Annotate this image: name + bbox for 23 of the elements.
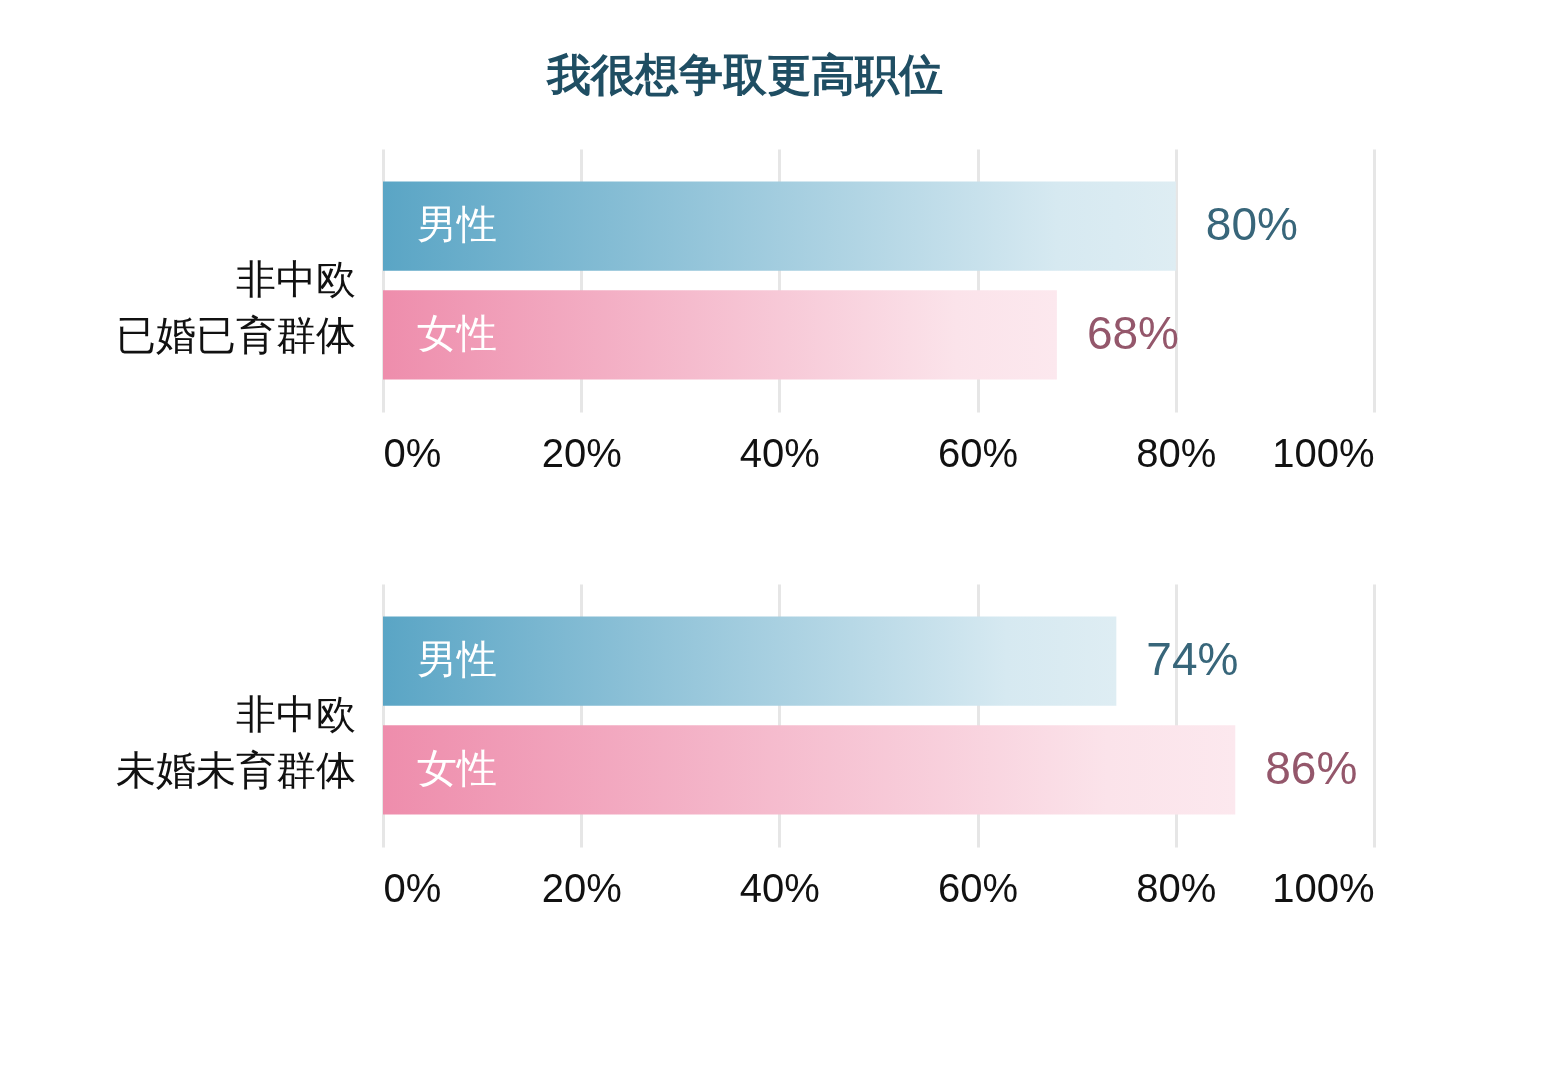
y-tick-label: 男性 (417, 202, 497, 247)
data-label: 86% (1265, 741, 1358, 794)
data-label: 74% (1146, 633, 1239, 686)
y-tick-label: 女性 (417, 310, 497, 355)
x-tick-label: 100% (1272, 865, 1375, 910)
y-tick-label: 男性 (417, 637, 497, 682)
data-label: 68% (1086, 306, 1179, 359)
x-tick-label: 20% (541, 430, 622, 475)
x-tick-label: 100% (1272, 430, 1375, 475)
x-tick-label: 0% (383, 865, 442, 910)
x-tick-label: 40% (739, 430, 820, 475)
x-tick-label: 80% (1136, 865, 1217, 910)
y-axis-title: 非中欧未婚未育群体 (115, 692, 356, 792)
data-label: 80% (1205, 198, 1298, 251)
x-tick-label: 60% (938, 865, 1019, 910)
x-tick-label: 80% (1136, 430, 1217, 475)
y-tick-label: 女性 (417, 745, 497, 790)
y-axis-title: 非中欧已婚已育群体 (115, 257, 356, 357)
x-tick-label: 20% (541, 865, 622, 910)
x-tick-label: 40% (739, 865, 820, 910)
x-tick-label: 0% (383, 430, 442, 475)
chart-title: 我很想争取更高职位 (545, 50, 943, 99)
x-tick-label: 60% (938, 430, 1019, 475)
